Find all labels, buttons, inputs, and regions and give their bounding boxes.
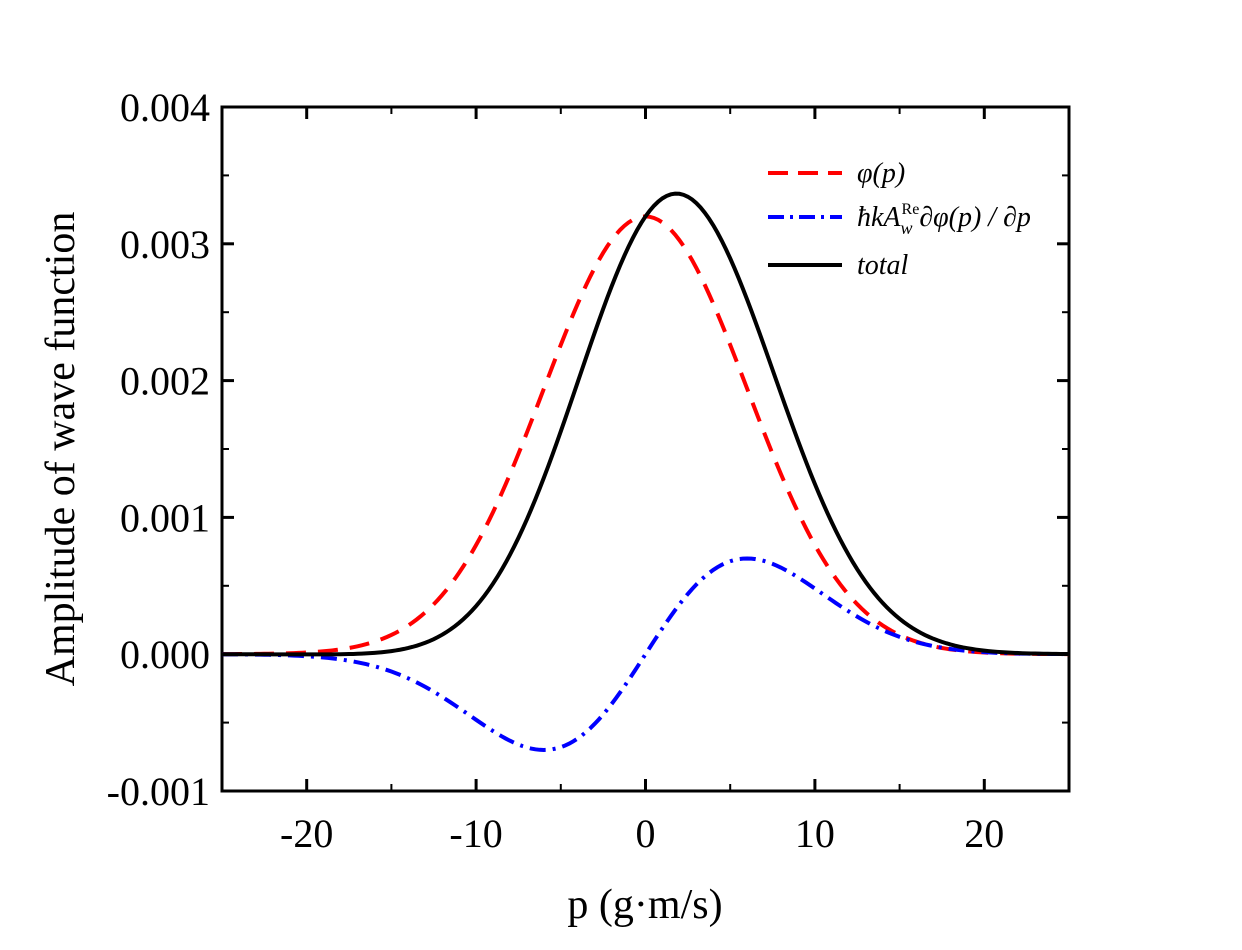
x-tick-label: 10 xyxy=(795,811,835,856)
x-tick-label: 20 xyxy=(964,811,1004,856)
series-line-1 xyxy=(222,556,1069,752)
x-tick-label: -20 xyxy=(280,811,333,856)
legend-label-derivative: ħkAwRe∂φ(p) / ∂p xyxy=(857,201,1031,238)
y-axis-ticks: -0.001 0.000 0.001 0.002 0.003 0.004 xyxy=(107,85,1069,814)
series-line-2 xyxy=(222,191,1069,657)
x-axis-ticks: -20 -10 0 10 20 xyxy=(221,107,1070,856)
legend-label-phi: φ(p) xyxy=(857,158,905,189)
series-layer xyxy=(222,191,1069,752)
series-line-0 xyxy=(222,214,1069,657)
y-tick-label: 0.000 xyxy=(120,632,210,677)
legend-label-total: total xyxy=(857,250,909,281)
y-tick-label: 0.003 xyxy=(120,222,210,267)
y-tick-label: 0.002 xyxy=(120,359,210,404)
x-tick-label: -10 xyxy=(449,811,502,856)
x-tick-label: 0 xyxy=(636,811,656,856)
y-tick-label: 0.001 xyxy=(120,495,210,540)
y-tick-label: -0.001 xyxy=(107,769,210,814)
y-axis-title: Amplitude of wave function xyxy=(38,212,84,687)
x-axis-title: p (g·m/s) xyxy=(567,882,722,928)
legend: φ(p) ħkAwRe∂φ(p) / ∂p total xyxy=(768,158,1031,281)
y-tick-label: 0.004 xyxy=(120,85,210,130)
